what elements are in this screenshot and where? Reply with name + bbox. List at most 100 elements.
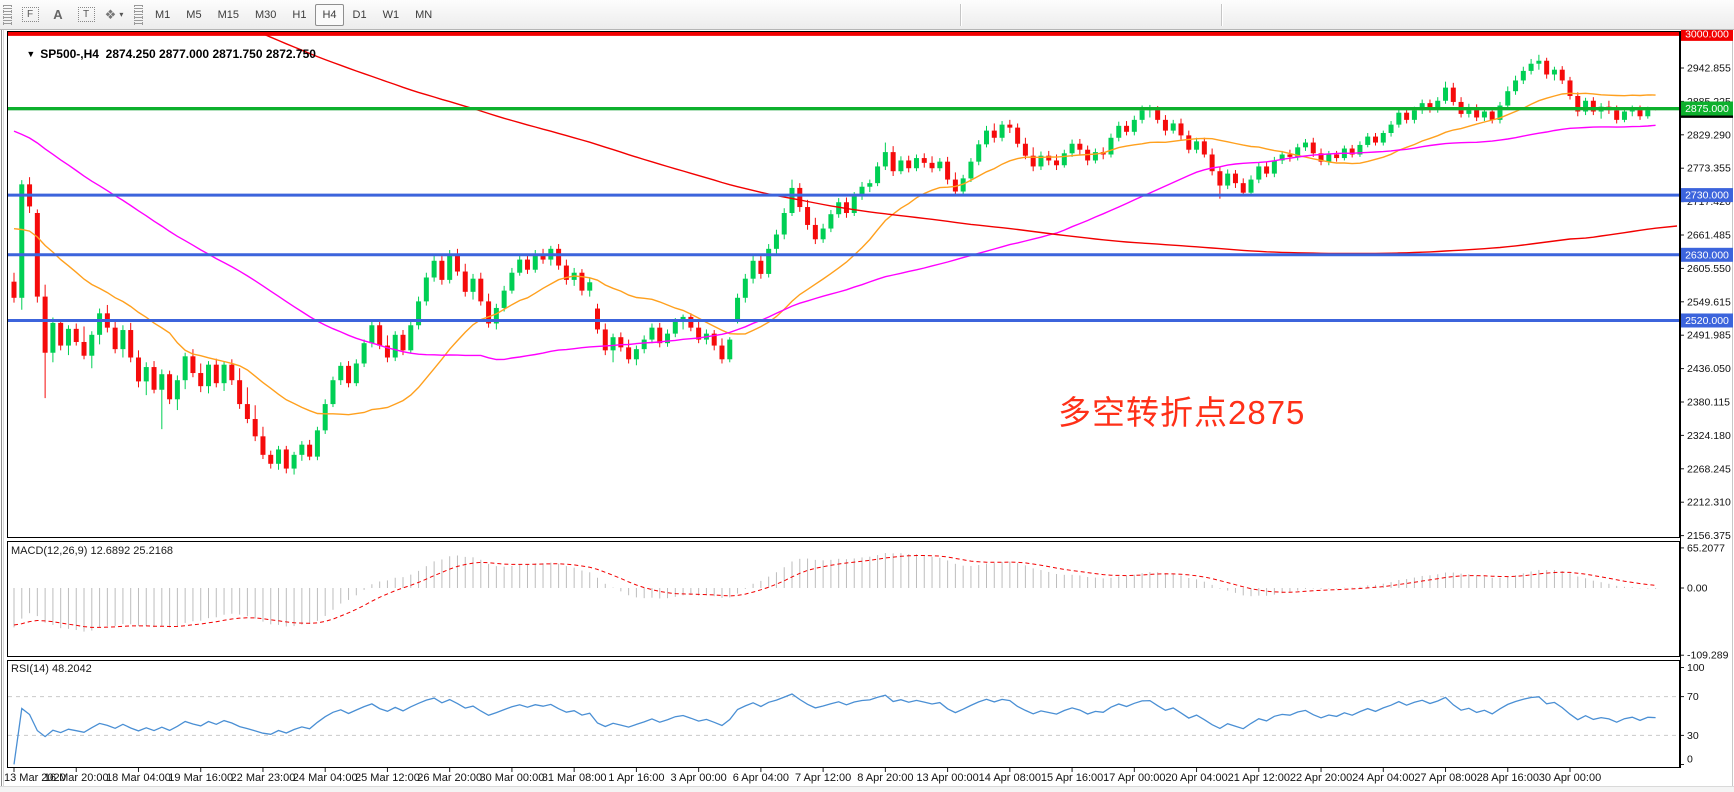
time-tick-label[interactable]: 26 Mar 20:00 — [417, 772, 482, 784]
candles-layer — [11, 54, 1659, 475]
candle-body — [1505, 91, 1511, 106]
candle-body — [237, 380, 243, 405]
candle-body — [447, 254, 453, 280]
timeframe-button-M5[interactable]: M5 — [186, 8, 202, 21]
time-tick-label[interactable]: 16 Mar 20:00 — [44, 772, 109, 784]
candle-body — [260, 436, 266, 455]
time-tick-label[interactable]: 31 Mar 08:00 — [542, 772, 607, 784]
price-badge-2520.000-bg — [1681, 313, 1733, 328]
candle-body — [1178, 123, 1184, 136]
candle-body — [1404, 112, 1410, 120]
toolbar-grip-2[interactable] — [134, 4, 143, 25]
price-low: 2871.750 — [212, 47, 263, 61]
price-tick-label: 2773.355 — [1687, 163, 1731, 175]
text-tool-button[interactable]: T — [73, 3, 99, 27]
candle-body — [890, 152, 896, 172]
candle-body — [1427, 103, 1433, 110]
time-tick-label[interactable]: 19 Mar 16:00 — [168, 772, 233, 784]
time-tick-label[interactable]: 22 Apr 20:00 — [1290, 772, 1352, 784]
timeframe-button-M1[interactable]: M1 — [155, 8, 171, 21]
candle-body — [174, 380, 180, 400]
timeframe-button-M15[interactable]: M15 — [217, 8, 239, 21]
candle-body — [128, 330, 134, 358]
candle-body — [1131, 119, 1137, 132]
price-badge-3000.000: 3000.000 — [1685, 30, 1729, 40]
candle-body — [143, 367, 149, 382]
time-tick-label[interactable]: 6 Apr 04:00 — [733, 772, 789, 784]
timeframe-button-MN[interactable]: MN — [415, 8, 433, 21]
candle-body — [439, 260, 445, 280]
time-tick-label[interactable]: 24 Mar 04:00 — [293, 772, 358, 784]
candle-body — [1396, 112, 1402, 125]
time-tick-label[interactable]: 15 Apr 16:00 — [1041, 772, 1103, 784]
timeframe-button-W1[interactable]: W1 — [382, 8, 400, 21]
candle-body — [1248, 179, 1254, 193]
fibo-grid-tool-button[interactable]: F — [17, 3, 43, 27]
candle-body — [1155, 109, 1161, 120]
candle-body — [462, 271, 468, 292]
candle-body — [1232, 173, 1238, 184]
time-tick-label[interactable]: 30 Mar 00:00 — [480, 772, 545, 784]
label-tool-button[interactable]: A — [45, 3, 71, 27]
time-tick-label[interactable]: 27 Apr 08:00 — [1414, 772, 1476, 784]
timeframe-button-H4[interactable]: H4 — [315, 3, 344, 26]
candle-body — [408, 325, 414, 351]
time-tick-label[interactable]: 30 Apr 00:00 — [1539, 772, 1601, 784]
time-tick-label[interactable]: 18 Mar 04:00 — [106, 772, 171, 784]
price-tick-label: 2156.375 — [1687, 530, 1731, 542]
candle-body — [1614, 110, 1620, 120]
shapes-tool-button[interactable]: ❖ ▾ — [101, 3, 127, 27]
candle-body — [1411, 110, 1417, 120]
candle-body — [1201, 141, 1207, 155]
candle-body — [805, 207, 811, 225]
rsi-panel — [7, 660, 1680, 768]
candle-body — [151, 367, 157, 390]
candle-body — [1022, 143, 1028, 156]
time-tick-label[interactable]: 24 Apr 04:00 — [1352, 772, 1414, 784]
time-tick-label[interactable]: 1 Apr 16:00 — [608, 772, 664, 784]
time-tick-label[interactable]: 3 Apr 00:00 — [670, 772, 726, 784]
candle-body — [1450, 87, 1456, 102]
candle-body — [1435, 100, 1441, 110]
candle-body — [1194, 141, 1200, 150]
h-scrollbar[interactable] — [0, 787, 1734, 792]
candle-body — [1209, 154, 1215, 172]
candle-body — [789, 187, 795, 214]
symbol-dropdown-icon[interactable]: ▼ — [26, 49, 36, 59]
candle-body — [283, 449, 289, 469]
timeframe-button-M30[interactable]: M30 — [254, 8, 277, 21]
candle-body — [665, 333, 671, 344]
candle-body — [268, 454, 274, 464]
candle-body — [828, 214, 834, 229]
macd-indicator-label: MACD(12,26,9) 12.6892 25.2168 — [11, 545, 174, 557]
time-tick-label[interactable]: 28 Apr 16:00 — [1477, 772, 1539, 784]
toolbar-grip[interactable] — [3, 4, 12, 25]
toolbar-separator — [960, 3, 963, 26]
timeframe-button-D1[interactable]: D1 — [352, 8, 367, 21]
time-tick-label[interactable]: 8 Apr 20:00 — [857, 772, 913, 784]
timeframe-button-H1[interactable]: H1 — [292, 8, 307, 21]
time-tick-label[interactable]: 13 Apr 00:00 — [916, 772, 978, 784]
macd-tick-label: 65.2077 — [1687, 542, 1725, 554]
time-tick-label[interactable]: 22 Mar 23:00 — [231, 772, 296, 784]
time-tick-label[interactable]: 13 Mar 2020 — [4, 772, 66, 784]
price-tick-label: 2549.615 — [1687, 296, 1731, 308]
chart-canvas[interactable]: 2942.8552885.2252829.2902773.3552717.420… — [0, 30, 1734, 792]
price-tick-label: 2491.985 — [1687, 330, 1731, 342]
time-tick-label[interactable]: 21 Apr 12:00 — [1228, 772, 1290, 784]
candle-body — [1474, 107, 1480, 118]
candle-body — [540, 253, 546, 260]
time-tick-label[interactable]: 14 Apr 08:00 — [979, 772, 1041, 784]
candle-body — [1295, 147, 1301, 157]
candle-body — [929, 162, 935, 169]
time-tick-label[interactable]: 25 Mar 12:00 — [355, 772, 420, 784]
candle-body — [991, 130, 997, 138]
candle-body — [1225, 173, 1231, 186]
time-tick-label[interactable]: 7 Apr 12:00 — [795, 772, 851, 784]
candle-body — [1038, 155, 1044, 167]
candle-body — [1271, 160, 1277, 174]
time-tick-label[interactable]: 17 Apr 00:00 — [1103, 772, 1165, 784]
candle-body — [330, 380, 336, 405]
candle-body — [1108, 137, 1114, 155]
time-tick-label[interactable]: 20 Apr 04:00 — [1165, 772, 1227, 784]
